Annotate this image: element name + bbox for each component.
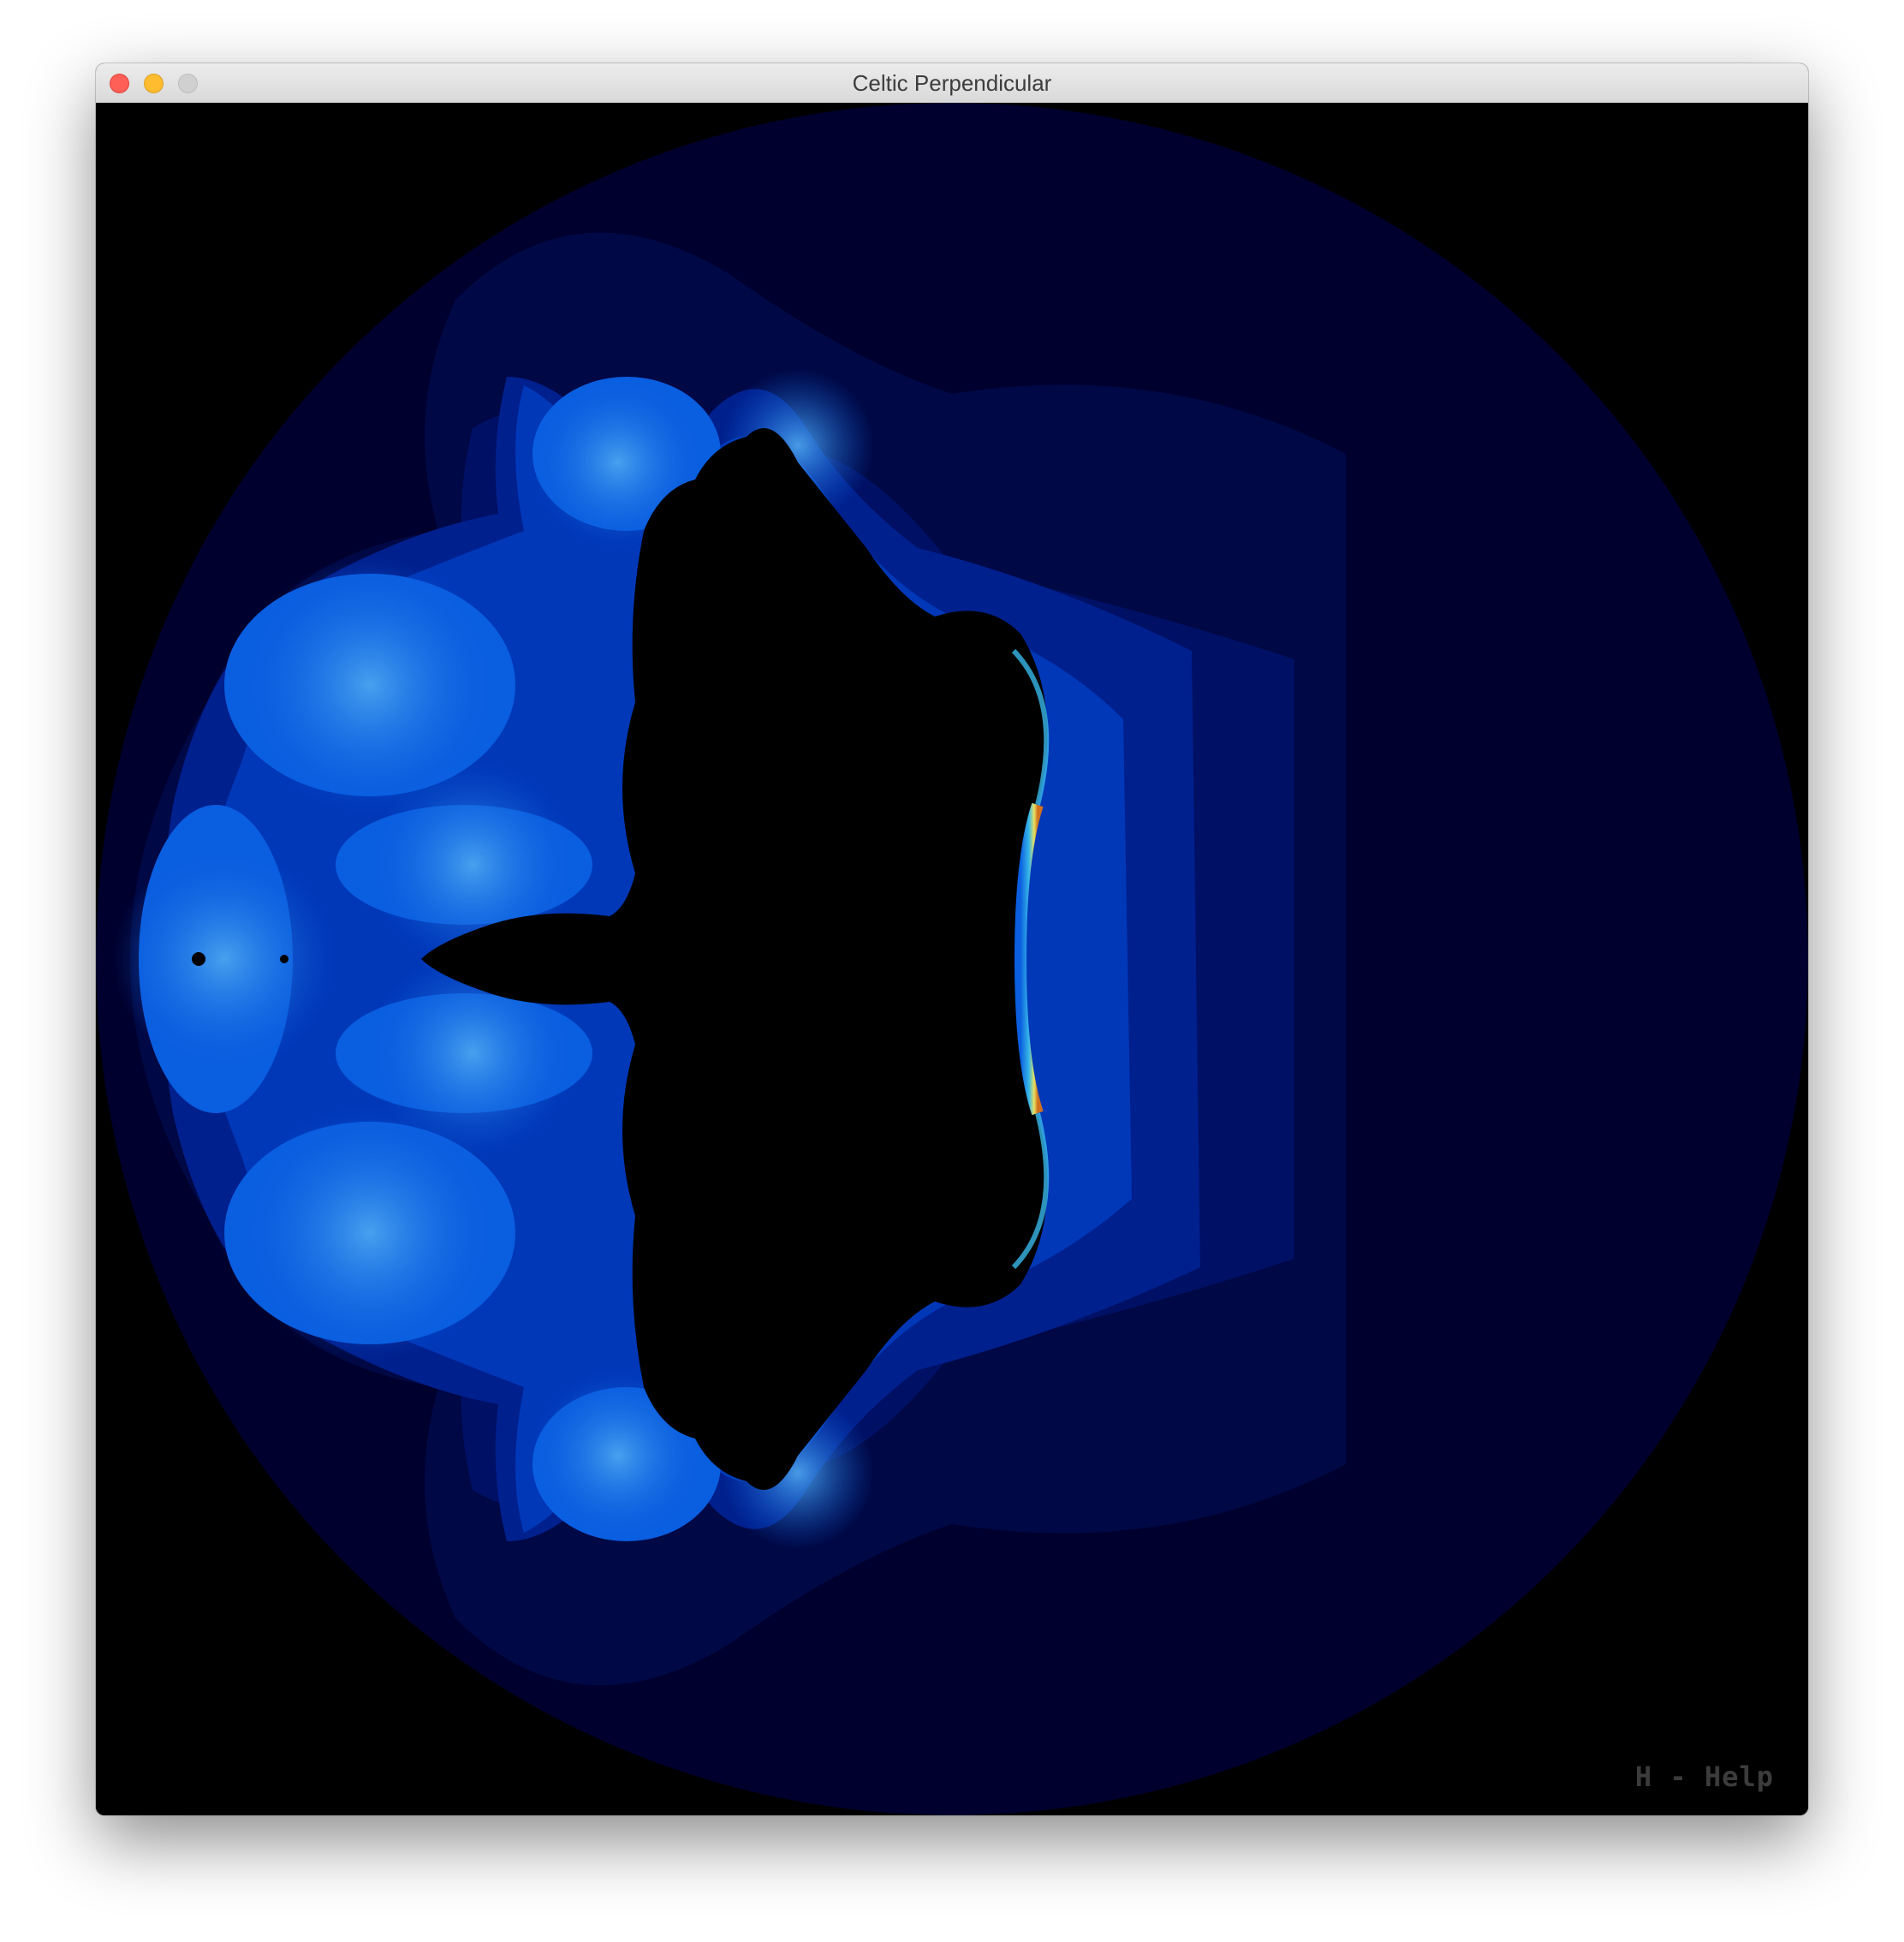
window-title: Celtic Perpendicular [852,70,1052,96]
axis-dot [192,952,205,966]
fractal-interior [421,428,1048,1490]
minimize-button[interactable] [144,74,164,93]
close-button[interactable] [110,74,129,93]
fractal-canvas[interactable]: H - Help [96,103,1808,1815]
zoom-button[interactable] [178,74,198,93]
right-edge-rim-2 [1011,648,1050,1270]
help-hint: H - Help [1634,1760,1774,1793]
axis-dot [280,955,289,963]
title-bar[interactable]: Celtic Perpendicular [96,63,1808,104]
fractal-render [96,103,1808,1815]
app-window: Celtic Perpendicular [96,63,1808,1815]
right-edge-rim [1014,802,1044,1116]
